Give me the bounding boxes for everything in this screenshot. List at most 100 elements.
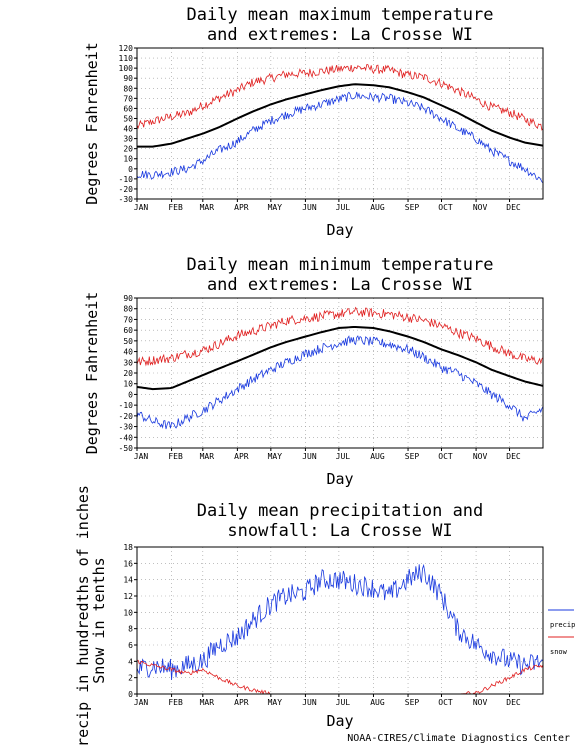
x-tick-label: JAN <box>134 698 149 707</box>
x-tick-label: AUG <box>370 698 385 707</box>
y-tick-label: 90 <box>123 74 133 83</box>
y-tick-label: 110 <box>119 54 134 63</box>
y-tick-label: 20 <box>123 145 133 154</box>
y-tick-label: -20 <box>119 185 134 194</box>
y-tick-label: 0 <box>128 165 133 174</box>
y-tick-label: 12 <box>123 592 133 601</box>
y-tick-label: 6 <box>128 641 133 650</box>
series-group <box>137 564 543 694</box>
legend-label-snow: snow <box>550 648 568 656</box>
y-tick-label: 80 <box>123 305 133 314</box>
y-tick-label: 70 <box>123 315 133 324</box>
x-tick-label: MAY <box>268 452 283 461</box>
series-highest-line <box>137 308 543 366</box>
x-axis-label: Day <box>326 221 353 239</box>
x-tick-label: JUL <box>336 203 351 212</box>
y-tick-label: 80 <box>123 84 133 93</box>
x-tick-label: DEC <box>506 698 521 707</box>
x-tick-label: NOV <box>473 452 488 461</box>
x-axis-label: Day <box>326 470 353 488</box>
y-tick-label: -20 <box>119 412 134 421</box>
y-axis-label-line: Snow in tenths <box>90 557 108 683</box>
x-tick-label: JUL <box>336 452 351 461</box>
chart-title-line: Daily mean maximum temperature <box>186 5 493 25</box>
x-tick-label: AUG <box>370 203 385 212</box>
x-tick-label: AUG <box>370 452 385 461</box>
y-tick-label: 60 <box>123 104 133 113</box>
y-axis-label: Degrees Fahrenheit <box>83 292 101 455</box>
y-tick-label: 30 <box>123 358 133 367</box>
y-tick-label: 18 <box>123 543 133 552</box>
x-tick-label: OCT <box>438 698 453 707</box>
x-tick-label: FEB <box>168 698 183 707</box>
series-snow-line <box>137 660 543 694</box>
series-group <box>137 65 543 183</box>
x-tick-label: OCT <box>438 452 453 461</box>
x-tick-label: JUN <box>302 452 317 461</box>
x-tick-label: JAN <box>134 203 149 212</box>
y-tick-label: -10 <box>119 175 134 184</box>
credit-text: NOAA-CIRES/Climate Diagnostics Center <box>347 733 570 744</box>
x-tick-label: MAR <box>200 698 215 707</box>
y-tick-label: 16 <box>123 559 133 568</box>
y-tick-label: 90 <box>123 294 133 303</box>
x-tick-label: MAR <box>200 203 215 212</box>
y-tick-label: 14 <box>123 576 133 585</box>
y-tick-label: -40 <box>119 433 134 442</box>
y-tick-label: 50 <box>123 114 133 123</box>
grid <box>137 298 543 448</box>
x-tick-label: APR <box>234 698 249 707</box>
y-tick-label: 10 <box>123 155 133 164</box>
x-tick-label: SEP <box>405 203 420 212</box>
y-tick-label: -50 <box>119 444 134 453</box>
y-tick-label: 50 <box>123 337 133 346</box>
y-tick-label: 40 <box>123 125 133 134</box>
x-tick-label: OCT <box>438 203 453 212</box>
x-tick-label: MAY <box>268 203 283 212</box>
x-tick-label: JUN <box>302 698 317 707</box>
x-tick-label: FEB <box>168 452 183 461</box>
legend-label-precip: precip <box>550 621 575 629</box>
x-tick-label: DEC <box>506 452 521 461</box>
y-tick-label: 40 <box>123 348 133 357</box>
y-tick-label: 20 <box>123 369 133 378</box>
x-tick-label: MAR <box>200 452 215 461</box>
x-tick-label: SEP <box>405 698 420 707</box>
y-tick-label: 8 <box>128 625 133 634</box>
series-lowest-line <box>137 336 543 429</box>
x-tick-label: FEB <box>168 203 183 212</box>
y-tick-label: 10 <box>123 608 133 617</box>
y-tick-label: 60 <box>123 326 133 335</box>
x-tick-label: JUL <box>336 698 351 707</box>
y-tick-label: 10 <box>123 380 133 389</box>
chart-title-line: Daily mean precipitation and <box>197 501 484 521</box>
series-group <box>137 308 543 430</box>
y-tick-label: 0 <box>128 390 133 399</box>
x-tick-label: SEP <box>405 452 420 461</box>
y-tick-label: 70 <box>123 94 133 103</box>
y-tick-label: 100 <box>119 64 134 73</box>
x-tick-label: MAY <box>268 698 283 707</box>
chart-title-line: and extremes: La Crosse WI <box>207 275 473 295</box>
y-tick-label: 4 <box>128 657 133 666</box>
x-tick-label: NOV <box>473 203 488 212</box>
series-mean-line <box>137 327 543 389</box>
x-tick-label: DEC <box>506 203 521 212</box>
x-axis-label: Day <box>326 712 353 730</box>
x-tick-label: APR <box>234 452 249 461</box>
y-tick-label: -30 <box>119 423 134 432</box>
x-tick-label: JAN <box>134 452 149 461</box>
series-mean-line <box>137 84 543 146</box>
y-tick-label: -10 <box>119 401 134 410</box>
chart-title-line: snowfall: La Crosse WI <box>227 521 452 541</box>
y-tick-label: 0 <box>128 690 133 699</box>
y-tick-label: 120 <box>119 44 134 53</box>
x-tick-label: NOV <box>473 698 488 707</box>
y-tick-label: -30 <box>119 195 134 204</box>
y-tick-label: 30 <box>123 135 133 144</box>
